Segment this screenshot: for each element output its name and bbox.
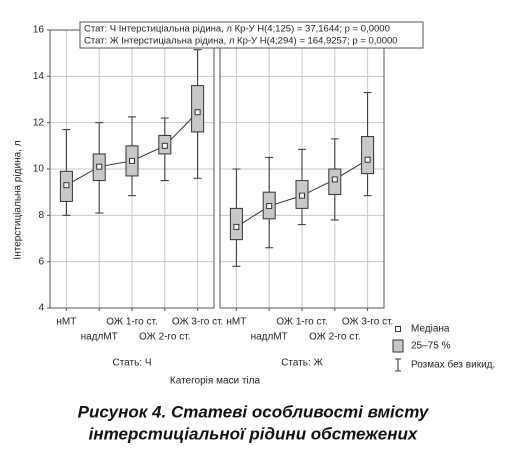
x-axis-label: Категорія маси тіла [170,376,261,387]
median-marker [299,192,305,199]
median-marker [194,109,201,116]
y-tick-label: 4 [38,303,44,314]
x-tick-label: ОЖ 2-го ст. [309,332,360,343]
caption: Рисунок 4. Статеві особливості вмісту [78,402,430,421]
annotation-box [79,21,424,49]
x-tick-label: ОЖ 3-го ст. [342,317,393,328]
legend-label: 25–75 % [411,341,451,352]
x-tick-label: ОЖ 3-го ст. [172,317,223,328]
panel-label: Стать: Ч [112,358,151,369]
x-tick-label: надлМТ [251,332,288,343]
median-marker [96,163,103,170]
annotation: Стат: Ч Інтерстиціальна рідина, л Кр-У H… [84,24,390,35]
x-tick-label: надлМТ [81,332,118,343]
y-tick-label: 10 [33,164,45,175]
panel-label: Стать: Ж [281,358,323,369]
median-marker [331,176,338,183]
caption: інтерстиціальної рідини обстежених [89,424,419,443]
x-tick-label: ОЖ 2-го ст. [139,332,190,343]
x-tick-label: ОЖ 1-го ст. [276,317,327,328]
y-tick-label: 12 [33,117,45,128]
legend-label: Медіана [411,324,450,335]
y-tick-label: 14 [33,71,45,82]
box [361,136,375,175]
y-tick-label: 16 [33,25,45,36]
x-tick-label: нМТ [56,317,76,328]
median-marker [364,156,371,163]
y-tick-label: 6 [38,256,44,267]
median-marker [129,157,135,164]
median-marker [63,182,70,189]
legend-box-icon [392,339,404,353]
box [191,85,205,133]
median-marker [233,223,240,230]
legend-median-icon [395,326,401,332]
y-tick-label: 8 [38,210,44,221]
legend-label: Розмах без викид. [411,359,495,371]
x-tick-label: нМТ [226,317,246,328]
y-axis-label: Інтерстиціальна рідина, л [13,140,24,259]
median-marker [161,142,168,149]
annotation: Стат: Ж Інтерстиціальна рідина, л Кр-У H… [84,36,398,47]
median-marker [266,203,273,210]
x-tick-label: ОЖ 1-го ст. [106,317,157,328]
